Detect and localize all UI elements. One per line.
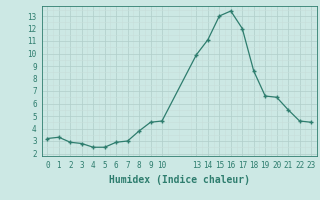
X-axis label: Humidex (Indice chaleur): Humidex (Indice chaleur) [109, 175, 250, 185]
